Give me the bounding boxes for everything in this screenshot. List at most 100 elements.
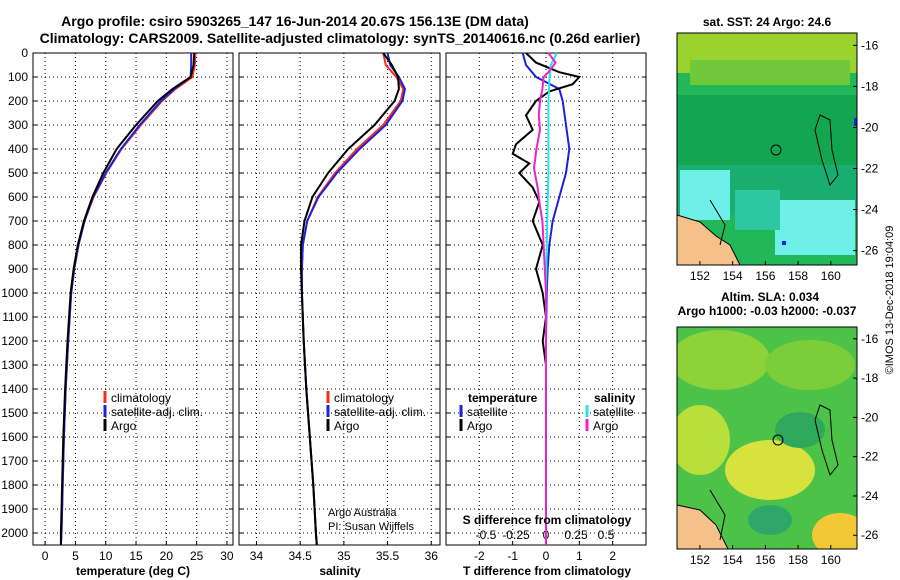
temperature-panel: 0100200300400500600700800900100011001200… (1, 46, 234, 578)
shelf-contour-sla (709, 489, 726, 541)
legend-label-satellite: satellite-adj. clim. (334, 405, 426, 419)
legend-label-climatology: climatology (334, 391, 394, 405)
x-tick-label: 20 (160, 549, 174, 563)
difference-panel: -2 -1 0 1 2 -0.5 -0.25 0 0.25 0.5 T difference f… (445, 52, 647, 578)
x-tick-label: 1 (576, 549, 583, 563)
x-tick-label: 34.5 (288, 549, 312, 563)
sla-low-patch (775, 412, 825, 448)
depth-tick-label: 800 (8, 238, 28, 252)
sst-blue-pixel (782, 241, 786, 245)
s-diff-tick-label: -0.25 (502, 528, 530, 542)
map-x-tick-label: 156 (755, 269, 775, 283)
map-x-tick-label: 156 (755, 553, 775, 567)
map-y-tick-label: -16 (861, 332, 879, 346)
figure-title-line1: Argo profile: csiro 5903265_147 16-Jun-2… (61, 13, 529, 29)
argo-float-marker-sst (770, 144, 782, 156)
x-tick-label: 25 (190, 549, 204, 563)
map-y-tick-label: -18 (861, 79, 879, 93)
map-x-tick-label: 158 (788, 269, 808, 283)
depth-tick-label: 200 (8, 94, 28, 108)
salinity-legend: climatology satellite-adj. clim. Argo (326, 391, 426, 433)
depth-tick-label: 700 (8, 214, 28, 228)
credit-line1: Argo Australia (328, 507, 397, 519)
salinity-tick-labels: 34 34.5 35 35.5 36 (250, 549, 438, 563)
difference-legend: temperature satellite Argo salinity sate… (459, 391, 636, 433)
figure-title-line2: Climatology: CARS2009. Satellite-adjuste… (40, 30, 641, 46)
map-x-tick-label: 152 (690, 269, 710, 283)
legend-label-satellite: satellite-adj. clim. (111, 405, 203, 419)
x-tick-label: 30 (220, 549, 234, 563)
temperature-axis-label: temperature (deg C) (76, 564, 190, 578)
map-y-tick-label: -16 (861, 38, 879, 52)
x-tick-label: -1 (507, 549, 518, 563)
sst-map-panel: sat. SST: 24 Argo: 24.6 152 154 156 158 160 -… (676, 15, 879, 283)
temperature-grid (33, 52, 233, 545)
sla-low-patch-2 (748, 505, 792, 535)
x-tick-label: 35 (337, 549, 351, 563)
salinity-axes-frame (238, 52, 441, 546)
map-y-tick-label: -24 (861, 203, 879, 217)
depth-tick-label: 1700 (1, 454, 28, 468)
temperature-lines (59, 52, 197, 546)
argo-float-marker-sla (772, 434, 784, 446)
map-y-tick-label: -20 (861, 410, 879, 424)
legend-label-argo: Argo (111, 419, 137, 433)
depth-tick-label: 500 (8, 166, 28, 180)
depth-tick-label: 1200 (1, 334, 28, 348)
legend-label-t-satellite: satellite (467, 405, 508, 419)
x-tick-label: 15 (129, 549, 143, 563)
map-y-tick-label: -22 (861, 162, 879, 176)
sst-cold-patch-south (775, 200, 855, 255)
sst-cold-patch-west (680, 170, 730, 220)
x-tick-label: 34 (250, 549, 264, 563)
sst-map-frame (676, 32, 858, 266)
series-line-t-argo (511, 52, 582, 545)
salinity-panel: 34 34.5 35 35.5 36 salinity climatology sate… (238, 52, 441, 578)
depth-tick-label: 2000 (1, 526, 28, 540)
depth-tick-label: 400 (8, 142, 28, 156)
s-diff-tick-label: -0.5 (476, 528, 497, 542)
depth-tick-label: 1000 (1, 286, 28, 300)
sla-map-title-line2: Argo h1000: -0.03 h2000: -0.037 (678, 304, 857, 318)
sla-map-ticks: 152 154 156 158 160 -16 -18 -20 -22 -24 -26 (690, 332, 879, 567)
legend-heading-salinity: salinity (594, 391, 636, 405)
depth-tick-label: 300 (8, 118, 28, 132)
sla-patch-3 (677, 405, 730, 475)
reef-contour-sla (814, 404, 839, 477)
sla-map-panel: Altim. SLA: 0.034 Argo h1000: -0.03 h200… (676, 290, 879, 567)
depth-tick-label: 600 (8, 190, 28, 204)
legend-label-s-satellite: satellite (593, 405, 634, 419)
depth-tick-label: 1900 (1, 502, 28, 516)
s-diff-tick-label: 0.5 (598, 528, 615, 542)
series-line-argo (300, 52, 400, 546)
salinity-grid (239, 52, 440, 545)
legend-label-climatology: climatology (111, 391, 171, 405)
map-x-tick-label: 152 (690, 553, 710, 567)
sst-blue-pixel-east (854, 118, 857, 126)
map-y-tick-label: -18 (861, 371, 879, 385)
sla-map-image (677, 327, 857, 549)
map-x-tick-label: 154 (723, 553, 743, 567)
x-tick-label: 2 (609, 549, 616, 563)
depth-tick-label: 1300 (1, 358, 28, 372)
salinity-lines (300, 52, 407, 546)
shelf-contour-sst (709, 199, 726, 246)
map-y-tick-label: -26 (861, 528, 879, 542)
x-tick-label: 5 (72, 549, 79, 563)
depth-tick-label: 1400 (1, 382, 28, 396)
depth-tick-label: 1600 (1, 430, 28, 444)
legend-label-argo: Argo (334, 419, 360, 433)
x-tick-label: 10 (99, 549, 113, 563)
legend-heading-temperature: temperature (468, 391, 538, 405)
map-y-tick-label: -24 (861, 489, 879, 503)
legend-label-s-argo: Argo (593, 419, 619, 433)
legend-label-t-argo: Argo (467, 419, 493, 433)
sla-map-frame (676, 326, 858, 550)
map-x-tick-label: 160 (821, 269, 841, 283)
australia-coast-sla (677, 504, 729, 549)
map-x-tick-label: 160 (821, 553, 841, 567)
s-diff-tick-label: 0.25 (564, 528, 588, 542)
temperature-legend: climatology satellite-adj. clim. Argo (103, 391, 203, 433)
x-tick-label: 0 (543, 549, 550, 563)
